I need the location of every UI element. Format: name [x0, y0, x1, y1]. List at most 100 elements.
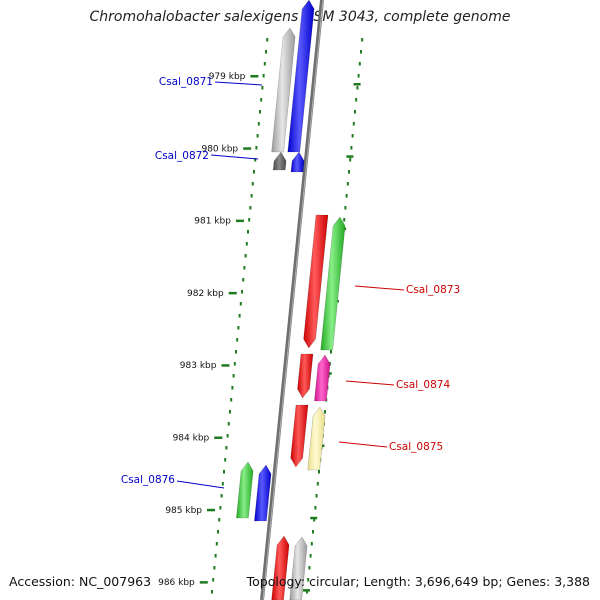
minor-tick	[230, 398, 233, 402]
minor-tick	[257, 122, 260, 126]
minor-tick	[224, 458, 227, 462]
major-tick	[199, 581, 208, 584]
minor-tick	[348, 170, 350, 174]
minor-tick	[243, 266, 246, 270]
tick-row-left	[211, 38, 269, 594]
gene-label-text[interactable]: Csal_0874	[396, 379, 450, 391]
gene-csal-0874-red[interactable]	[297, 353, 314, 399]
minor-tick	[355, 98, 358, 102]
minor-tick	[265, 50, 267, 54]
minor-tick	[255, 146, 258, 150]
gene-partial-red-shape[interactable]	[271, 535, 290, 600]
gene-csal-0875-red[interactable]	[290, 404, 309, 468]
gene-csal-0875-yellow[interactable]	[307, 406, 326, 471]
gene-csal-0871-blue-shape[interactable]	[287, 0, 315, 153]
minor-tick	[306, 590, 308, 594]
minor-tick	[310, 542, 313, 546]
tick-label-980: 980 kbp	[201, 144, 238, 154]
major-tick	[235, 219, 244, 223]
minor-tick	[312, 530, 314, 534]
minor-tick	[239, 302, 242, 306]
minor-tick	[266, 38, 269, 42]
minor-tick	[352, 122, 355, 126]
gene-label-csal-0872[interactable]: Csal_0872	[155, 150, 259, 162]
tick-label-986: 986 kbp	[158, 578, 195, 588]
major-tick	[214, 436, 223, 439]
minor-tick	[232, 374, 235, 378]
gene-label-text[interactable]: Csal_0871	[159, 76, 213, 88]
gene-label-csal-0871[interactable]: Csal_0871	[159, 76, 263, 88]
gene-csal-0871-grey-shape[interactable]	[271, 27, 296, 153]
minor-tick	[235, 350, 237, 354]
topology-label: Topology: circular; Length: 3,696,649 bp…	[246, 574, 590, 589]
minor-tick	[217, 530, 219, 534]
minor-tick	[254, 158, 257, 162]
gene-csal-0872-blue[interactable]	[290, 151, 305, 173]
minor-tick	[248, 218, 251, 222]
gene-label-text[interactable]: Csal_0873	[406, 284, 460, 296]
gene-csal-0874-pink[interactable]	[314, 354, 331, 402]
gene-label-text[interactable]: Csal_0875	[389, 441, 443, 453]
gene-partial-grey-shape[interactable]	[289, 536, 308, 600]
gene-csal-0872-dark[interactable]	[272, 151, 287, 171]
gene-partial-grey[interactable]	[289, 536, 308, 600]
minor-tick	[351, 134, 354, 138]
tick-label-985: 985 kbp	[165, 506, 202, 516]
major-tick	[310, 516, 318, 520]
minor-tick	[229, 410, 231, 414]
tick-label-979: 979 kbp	[209, 72, 246, 82]
gene-csal-0873-green-shape[interactable]	[320, 216, 346, 351]
gene-csal-0876-blue-shape[interactable]	[254, 464, 272, 522]
gene-csal-0872-dark-shape[interactable]	[272, 151, 287, 171]
minor-tick	[354, 110, 356, 114]
gene-csal-0876-blue[interactable]	[254, 464, 272, 522]
gene-csal-0874-pink-shape[interactable]	[314, 354, 331, 402]
minor-tick	[350, 146, 353, 150]
gene-label-csal-0876[interactable]: Csal_0876	[121, 474, 225, 489]
gene-csal-0874-red-shape[interactable]	[297, 353, 314, 399]
gene-label-leader	[345, 380, 395, 386]
gene-csal-0872-blue-shape[interactable]	[290, 151, 305, 173]
minor-tick	[220, 494, 223, 498]
gene-label-csal-0873[interactable]: Csal_0873	[354, 284, 460, 296]
accession-label: Accession: NC_007963	[9, 574, 152, 589]
minor-tick	[227, 422, 230, 426]
major-tick	[228, 291, 237, 295]
gene-label-csal-0875[interactable]: Csal_0875	[338, 441, 443, 453]
gene-csal-0875-yellow-shape[interactable]	[307, 406, 326, 471]
gene-label-text[interactable]: Csal_0876	[121, 474, 175, 486]
gene-label-leader	[214, 81, 263, 86]
gene-csal-0875-red-shape[interactable]	[290, 404, 309, 468]
gene-csal-0876-green[interactable]	[236, 461, 254, 519]
gene-labels: Csal_0871 Csal_0872 Csal_0873 Csal_0874 Csal…	[121, 76, 460, 489]
major-tick	[243, 147, 252, 150]
major-tick	[221, 364, 230, 367]
gene-csal-0871-blue[interactable]	[287, 0, 315, 153]
minor-tick	[344, 206, 347, 210]
minor-tick	[360, 50, 362, 54]
minor-tick	[236, 338, 239, 342]
gene-csal-0873-green[interactable]	[320, 216, 346, 351]
major-tick	[346, 155, 354, 158]
gene-csal-0871-grey[interactable]	[271, 27, 296, 153]
minor-tick	[261, 86, 264, 90]
gene-label-csal-0874[interactable]: Csal_0874	[345, 379, 450, 391]
gene-label-leader	[338, 441, 388, 448]
backbone-highlight	[262, 0, 324, 600]
minor-tick	[356, 86, 359, 90]
gene-csal-0876-green-shape[interactable]	[236, 461, 254, 519]
major-tick	[250, 75, 259, 78]
gene-csal-0873-red-shape[interactable]	[303, 214, 329, 349]
minor-tick	[346, 182, 349, 186]
gene-label-text[interactable]: Csal_0872	[155, 150, 209, 162]
minor-tick	[245, 242, 248, 246]
minor-tick	[242, 278, 245, 282]
gene-partial-red[interactable]	[271, 535, 290, 600]
minor-tick	[225, 446, 228, 450]
minor-tick	[309, 554, 312, 558]
minor-tick	[318, 470, 320, 474]
minor-tick	[223, 470, 225, 474]
gene-csal-0873-red[interactable]	[303, 214, 329, 349]
